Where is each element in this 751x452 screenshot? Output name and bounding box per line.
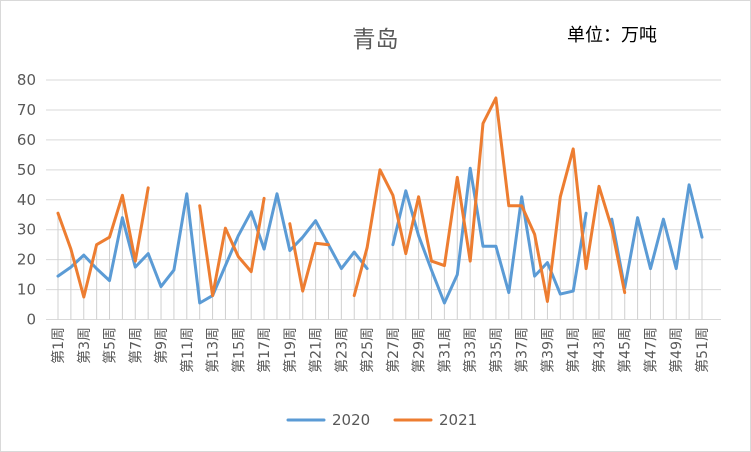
drop-lines <box>57 97 703 320</box>
legend-label-2020: 2020 <box>332 411 370 429</box>
x-tick-label: 第19周 <box>282 327 299 373</box>
x-tick-label: 第35周 <box>488 327 505 373</box>
y-tick-label: 0 <box>26 311 36 329</box>
unit-label: 单位：万吨 <box>567 25 657 46</box>
y-tick-label: 50 <box>17 161 36 179</box>
series-line-2021 <box>288 222 330 293</box>
x-tick-label: 第13周 <box>205 327 222 373</box>
x-tick-label: 第1周 <box>50 327 67 364</box>
x-tick-label: 第47周 <box>642 327 659 373</box>
legend-label-2021: 2021 <box>439 411 477 429</box>
x-tick-label: 第21周 <box>308 327 325 373</box>
x-tick-label: 第29周 <box>411 327 428 373</box>
series-line-2020 <box>391 166 588 305</box>
x-tick-label: 第7周 <box>127 327 144 364</box>
chart-title: 青岛 <box>352 27 399 53</box>
series-line-2020 <box>610 183 704 290</box>
x-tick-label: 第15周 <box>230 327 247 373</box>
x-tick-label: 第11周 <box>179 327 196 373</box>
series-line-2021 <box>352 96 627 303</box>
series-line-2021 <box>198 196 266 298</box>
x-tick-label: 第9周 <box>153 327 170 364</box>
y-tick-label: 80 <box>17 71 36 89</box>
x-tick-label: 第45周 <box>617 327 634 373</box>
legend: 2020 2021 <box>286 411 477 429</box>
x-tick-label: 第25周 <box>359 327 376 373</box>
series-lines <box>56 96 704 305</box>
y-tick-label: 10 <box>17 281 36 299</box>
x-tick-label: 第49周 <box>668 327 685 373</box>
y-tick-label: 30 <box>17 221 36 239</box>
x-tick-label: 第5周 <box>102 327 119 364</box>
x-tick-label: 第43周 <box>591 327 608 373</box>
x-tick-label: 第3周 <box>76 327 93 364</box>
series-line-2021 <box>56 186 150 299</box>
x-tick-label: 第23周 <box>333 327 350 373</box>
y-tick-label: 60 <box>17 131 36 149</box>
y-axis: 0 10 20 30 40 50 60 70 80 <box>17 71 36 329</box>
x-tick-label: 第31周 <box>436 327 453 373</box>
gridlines <box>46 79 721 320</box>
y-tick-label: 20 <box>17 251 36 269</box>
x-tick-label: 第33周 <box>462 327 479 373</box>
x-tick-label: 第39周 <box>539 327 556 373</box>
y-tick-label: 40 <box>17 191 36 209</box>
x-tick-label: 第51周 <box>694 327 711 373</box>
x-tick-label: 第37周 <box>514 327 531 373</box>
x-axis: 第1周 第3周 第5周 第7周 第9周 第11周 第13周 第15周 第17周 第19周 第21周第… <box>50 327 711 373</box>
x-tick-label: 第27周 <box>385 327 402 373</box>
x-tick-label: 第17周 <box>256 327 273 373</box>
y-tick-label: 70 <box>17 101 36 119</box>
x-tick-label: 第41周 <box>565 327 582 373</box>
